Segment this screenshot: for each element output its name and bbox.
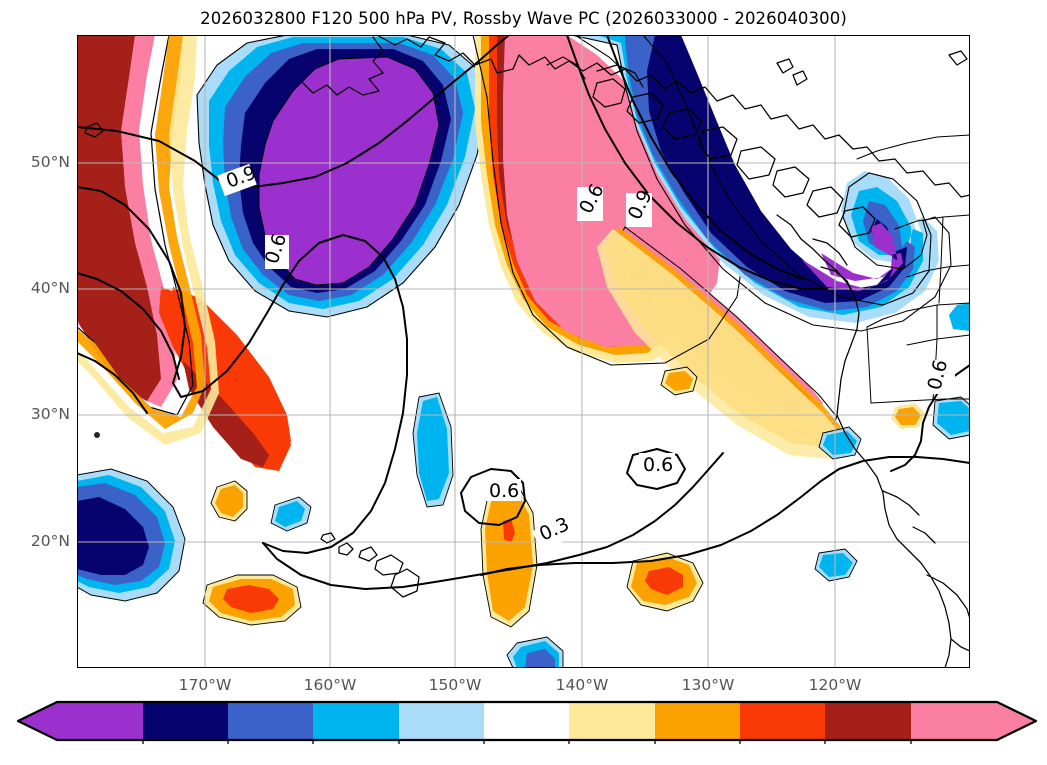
line-contours	[77, 35, 970, 590]
colorbar-swatch-6	[569, 702, 655, 740]
map-gridlines	[77, 35, 970, 668]
shaded-region-negative-british-columbia	[570, 35, 952, 332]
xtick-label-150W: 150°W	[428, 676, 482, 694]
ytick-label-30N: 30°N	[30, 405, 70, 423]
shaded-region-positive-central-pacific	[472, 35, 845, 459]
xtick-label-170W: 170°W	[178, 676, 232, 694]
colorbar-swatch-7	[655, 702, 740, 740]
colorbar-swatch-0	[57, 702, 143, 740]
contour-label-0.6-south-b: 0.6	[643, 454, 673, 476]
shaded-region-small-features	[94, 303, 970, 668]
page-title: 2026032800 F120 500 hPa PV, Rossby Wave …	[200, 9, 847, 28]
colorbar-swatch-9	[825, 702, 911, 740]
shaded-region-negative-southwest	[77, 468, 186, 602]
xtick-label-160W: 160°W	[303, 676, 357, 694]
map-canvas: 0.9 0.6 0.6 0.9 0.6 0.6 0.6 0.3	[77, 35, 970, 668]
colorbar-swatch-1	[143, 702, 228, 740]
colorbar-swatch-4	[399, 702, 484, 740]
shaded-region-positive-west	[77, 35, 291, 471]
colorbar-ticks	[142, 740, 912, 744]
xtick-label-130W: 130°W	[681, 676, 735, 694]
xtick-label-140W: 140°W	[555, 676, 609, 694]
contour-label-0.6-south-a: 0.6	[489, 480, 519, 502]
colorbar-swatch-10	[911, 702, 997, 740]
colorbar-extend-max	[997, 702, 1036, 740]
colorbar-swatch-8	[740, 702, 825, 740]
ytick-label-40N: 40°N	[30, 279, 70, 297]
contour-label-halos	[217, 163, 955, 552]
ytick-label-50N: 50°N	[30, 153, 70, 171]
colorbar-swatches	[18, 702, 1036, 740]
map-plot-area: 0.9 0.6 0.6 0.9 0.6 0.6 0.6 0.3	[77, 35, 970, 668]
colorbar-swatch-3	[313, 702, 399, 740]
ytick-label-20N: 20°N	[30, 532, 70, 550]
colorbar-outline	[16, 700, 1038, 742]
colorbar-swatch-5	[484, 702, 569, 740]
xtick-label-120W: 120°W	[808, 676, 862, 694]
colorbar-extend-min	[18, 702, 57, 740]
colorbar-canvas	[16, 700, 1038, 744]
colorbar[interactable]: −0.60 −0.48 −0.36 −0.24 −0.12 0.12 0.24 …	[0, 698, 1047, 765]
colorbar-swatch-2	[228, 702, 313, 740]
